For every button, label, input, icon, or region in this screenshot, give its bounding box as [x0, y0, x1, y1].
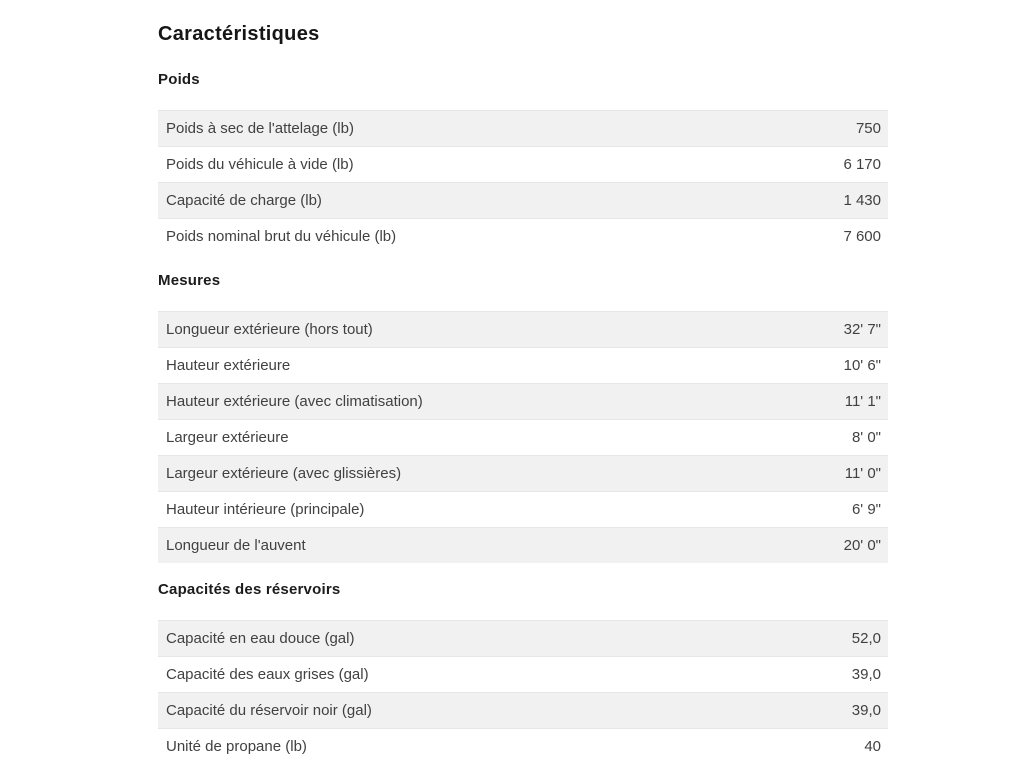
spec-value: 10' 6" [843, 357, 881, 374]
spec-value: 750 [855, 120, 881, 137]
spec-section: Poids Poids à sec de l'attelage (lb) 750… [158, 71, 888, 254]
spec-row: Poids nominal brut du véhicule (lb) 7 60… [158, 218, 888, 254]
specs-page: Caractéristiques Poids Poids à sec de l'… [158, 22, 888, 764]
spec-value: 1 430 [843, 192, 881, 209]
spec-row: Largeur extérieure (avec glissières) 11'… [158, 455, 888, 491]
section-heading: Capacités des réservoirs [158, 581, 341, 598]
spec-value: 20' 0" [843, 537, 881, 554]
spec-label: Longueur de l'auvent [166, 537, 306, 554]
spec-label: Capacité des eaux grises (gal) [166, 666, 369, 683]
spec-label: Capacité du réservoir noir (gal) [166, 702, 372, 719]
spec-table: Poids à sec de l'attelage (lb) 750 Poids… [158, 110, 888, 254]
spec-label: Poids du véhicule à vide (lb) [166, 156, 354, 173]
spec-table: Capacité en eau douce (gal) 52,0 Capacit… [158, 620, 888, 764]
spec-row: Largeur extérieure 8' 0" [158, 419, 888, 455]
spec-label: Poids nominal brut du véhicule (lb) [166, 228, 397, 245]
spec-row: Longueur de l'auvent 20' 0" [158, 527, 888, 563]
spec-label: Largeur extérieure [166, 429, 289, 446]
spec-value: 6' 9" [851, 501, 881, 518]
spec-label: Hauteur intérieure (principale) [166, 501, 365, 518]
spec-value: 52,0 [851, 630, 881, 647]
spec-value: 40 [864, 738, 881, 755]
spec-value: 39,0 [851, 702, 881, 719]
spec-row: Capacité des eaux grises (gal) 39,0 [158, 656, 888, 692]
sections-container: Poids Poids à sec de l'attelage (lb) 750… [158, 71, 888, 764]
spec-value: 6 170 [843, 156, 881, 173]
section-heading: Poids [158, 71, 200, 88]
spec-value: 11' 0" [844, 465, 881, 482]
spec-label: Largeur extérieure (avec glissières) [166, 465, 402, 482]
spec-label: Capacité en eau douce (gal) [166, 630, 355, 647]
spec-row: Poids à sec de l'attelage (lb) 750 [158, 110, 888, 146]
spec-value: 7 600 [843, 228, 881, 245]
spec-row: Capacité de charge (lb) 1 430 [158, 182, 888, 218]
spec-label: Capacité de charge (lb) [166, 192, 322, 209]
spec-row: Poids du véhicule à vide (lb) 6 170 [158, 146, 888, 182]
spec-value: 32' 7" [843, 321, 881, 338]
spec-row: Longueur extérieure (hors tout) 32' 7" [158, 311, 888, 347]
spec-row: Hauteur intérieure (principale) 6' 9" [158, 491, 888, 527]
spec-row: Hauteur extérieure 10' 6" [158, 347, 888, 383]
spec-label: Hauteur extérieure [166, 357, 291, 374]
spec-row: Hauteur extérieure (avec climatisation) … [158, 383, 888, 419]
spec-section: Mesures Longueur extérieure (hors tout) … [158, 272, 888, 563]
page-title: Caractéristiques [158, 23, 320, 45]
spec-section: Capacités des réservoirs Capacité en eau… [158, 581, 888, 764]
section-heading: Mesures [158, 272, 221, 289]
spec-table: Longueur extérieure (hors tout) 32' 7" H… [158, 311, 888, 563]
spec-value: 11' 1" [844, 393, 881, 410]
spec-label: Unité de propane (lb) [166, 738, 307, 755]
spec-value: 39,0 [851, 666, 881, 683]
spec-label: Hauteur extérieure (avec climatisation) [166, 393, 423, 410]
spec-value: 8' 0" [851, 429, 881, 446]
spec-row: Unité de propane (lb) 40 [158, 728, 888, 764]
spec-label: Poids à sec de l'attelage (lb) [166, 120, 354, 137]
spec-label: Longueur extérieure (hors tout) [166, 321, 373, 338]
spec-row: Capacité du réservoir noir (gal) 39,0 [158, 692, 888, 728]
spec-row: Capacité en eau douce (gal) 52,0 [158, 620, 888, 656]
